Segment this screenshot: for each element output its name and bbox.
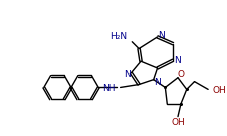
Text: H₂N: H₂N <box>110 32 127 41</box>
Text: OH: OH <box>212 86 226 95</box>
Text: N: N <box>157 31 164 40</box>
Text: N: N <box>153 78 160 87</box>
Text: OH: OH <box>170 118 184 127</box>
Text: N: N <box>123 70 130 79</box>
Text: O: O <box>177 70 184 79</box>
Text: N: N <box>174 56 180 65</box>
Text: NH: NH <box>102 84 115 93</box>
